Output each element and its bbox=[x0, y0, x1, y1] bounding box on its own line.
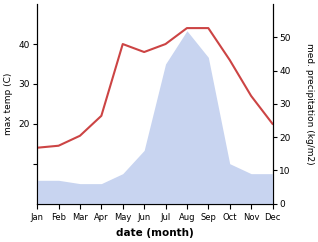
Y-axis label: med. precipitation (kg/m2): med. precipitation (kg/m2) bbox=[305, 43, 314, 165]
X-axis label: date (month): date (month) bbox=[116, 228, 194, 238]
Y-axis label: max temp (C): max temp (C) bbox=[4, 73, 13, 135]
